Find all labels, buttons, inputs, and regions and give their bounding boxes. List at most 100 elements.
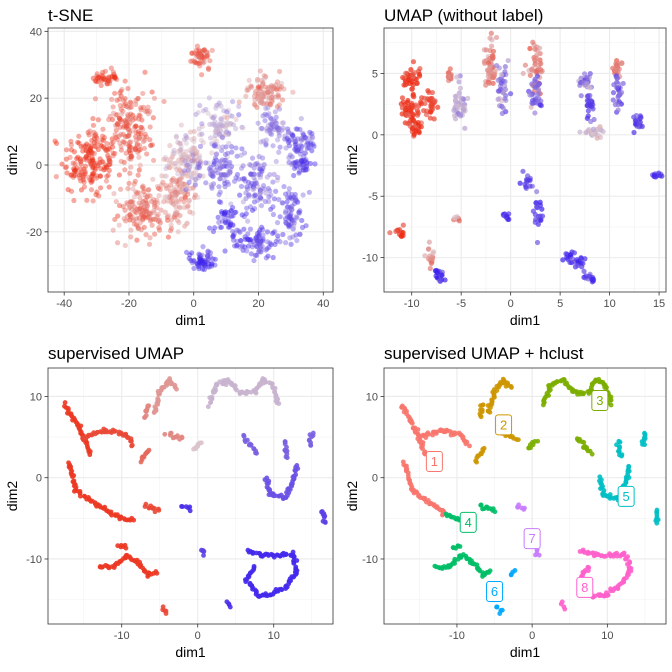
data-point xyxy=(286,190,292,196)
data-point xyxy=(198,440,204,446)
data-point xyxy=(183,221,190,227)
data-point xyxy=(414,80,420,86)
data-point xyxy=(289,216,295,222)
data-point xyxy=(107,161,113,167)
cluster-label-5: 5 xyxy=(617,485,635,507)
data-point xyxy=(298,158,305,164)
data-point xyxy=(182,157,188,163)
data-point xyxy=(133,123,139,129)
data-point xyxy=(143,215,149,221)
data-point xyxy=(134,141,140,147)
data-point xyxy=(190,58,196,64)
data-point xyxy=(193,176,199,182)
data-point xyxy=(286,218,292,224)
data-point xyxy=(188,172,194,178)
data-point xyxy=(183,132,189,139)
data-point xyxy=(226,161,232,167)
data-point xyxy=(172,189,178,196)
data-point xyxy=(258,97,264,103)
data-point xyxy=(276,128,282,134)
data-point xyxy=(233,175,239,181)
data-point xyxy=(538,217,544,224)
data-point xyxy=(257,249,263,255)
data-point xyxy=(294,215,300,221)
data-point xyxy=(184,162,190,168)
data-point xyxy=(225,120,231,126)
data-point xyxy=(140,104,147,111)
data-point xyxy=(272,241,278,248)
data-point xyxy=(497,611,503,616)
data-point xyxy=(109,96,115,103)
data-point xyxy=(241,433,247,439)
data-point xyxy=(222,180,228,187)
data-point xyxy=(125,122,131,129)
data-point xyxy=(173,209,179,215)
data-point xyxy=(288,194,294,200)
data-point xyxy=(118,118,125,125)
x-tick-label: -20 xyxy=(121,298,137,310)
data-point xyxy=(121,159,127,165)
data-point xyxy=(215,102,221,108)
data-point xyxy=(321,514,327,520)
data-point xyxy=(492,509,498,515)
data-point xyxy=(300,136,306,142)
data-point xyxy=(175,181,181,187)
data-point xyxy=(121,139,127,145)
data-point xyxy=(262,117,268,124)
data-point xyxy=(98,142,104,148)
data-point xyxy=(261,75,268,81)
data-point xyxy=(215,128,221,135)
data-point xyxy=(262,90,268,96)
data-point xyxy=(498,72,504,78)
data-point xyxy=(225,107,232,113)
data-point xyxy=(168,199,174,206)
data-point xyxy=(91,171,97,177)
data-point xyxy=(128,104,134,110)
data-point xyxy=(83,142,89,149)
data-point xyxy=(260,101,266,107)
data-point xyxy=(619,453,625,459)
data-point xyxy=(71,172,77,179)
data-point xyxy=(279,127,285,133)
data-point xyxy=(174,166,180,173)
data-point xyxy=(489,398,495,404)
data-point xyxy=(105,152,111,159)
data-point xyxy=(254,78,261,84)
data-point xyxy=(106,145,112,151)
data-point xyxy=(200,60,206,66)
data-point xyxy=(248,162,254,168)
data-point xyxy=(120,108,126,114)
data-point xyxy=(88,147,94,154)
data-point xyxy=(148,142,154,148)
data-point xyxy=(307,134,313,141)
data-point xyxy=(168,160,174,166)
data-point xyxy=(298,148,304,154)
data-point xyxy=(426,431,432,437)
data-point xyxy=(287,222,293,228)
data-point xyxy=(183,249,190,255)
data-point xyxy=(128,139,134,145)
data-point xyxy=(263,105,269,111)
data-point xyxy=(266,84,272,90)
data-point xyxy=(89,176,95,183)
data-point xyxy=(99,159,105,165)
data-point xyxy=(293,145,299,151)
data-point xyxy=(97,173,104,179)
data-point xyxy=(296,209,302,215)
data-point xyxy=(118,93,124,99)
data-point xyxy=(198,257,204,263)
data-point xyxy=(103,162,109,168)
data-point xyxy=(244,248,250,254)
data-point xyxy=(209,141,215,147)
data-point xyxy=(145,111,151,117)
data-point xyxy=(262,84,269,90)
data-point xyxy=(194,148,200,155)
data-point xyxy=(217,224,223,230)
data-point xyxy=(117,186,124,192)
data-point xyxy=(408,67,414,73)
data-point xyxy=(270,94,276,101)
data-point xyxy=(297,231,303,237)
data-point xyxy=(175,433,180,439)
data-point xyxy=(179,186,185,192)
data-point xyxy=(72,167,78,173)
